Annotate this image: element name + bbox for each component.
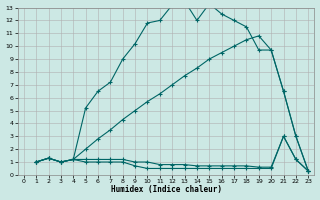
X-axis label: Humidex (Indice chaleur): Humidex (Indice chaleur) — [110, 185, 221, 194]
